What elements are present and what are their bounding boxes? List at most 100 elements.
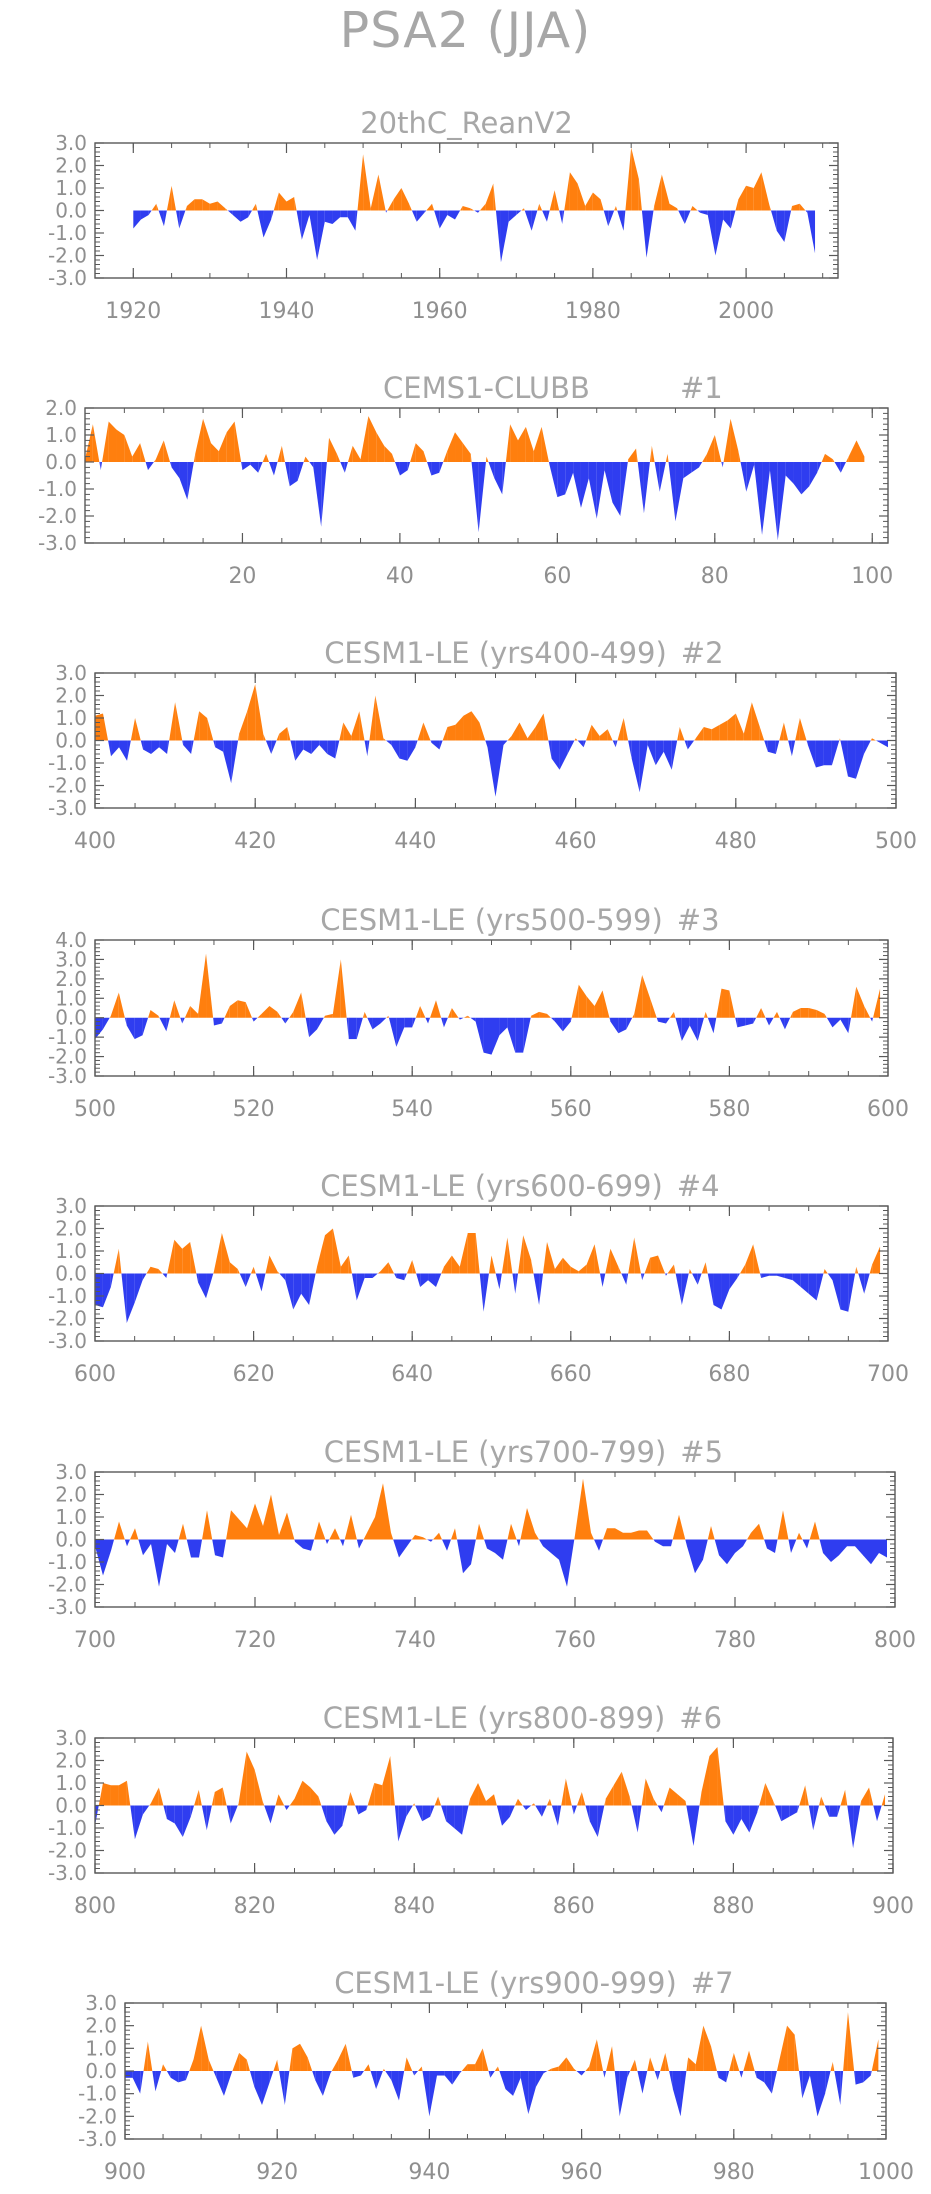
positive-area: [594, 990, 603, 1018]
x-tick-label: 20: [228, 564, 256, 589]
negative-area: [439, 210, 448, 229]
negative-area: [411, 210, 417, 222]
positive-area: [315, 1266, 318, 1274]
positive-area: [423, 451, 428, 462]
positive-area: [571, 984, 579, 1018]
positive-area: [779, 2025, 788, 2071]
negative-area: [855, 2071, 864, 2085]
positive-area: [672, 1514, 679, 1540]
negative-area: [681, 1273, 689, 1305]
positive-area: [809, 1521, 815, 1540]
positive-area: [143, 2041, 148, 2071]
negative-area: [848, 1273, 856, 1312]
positive-area: [832, 2061, 835, 2071]
negative-area: [729, 1273, 738, 1290]
figure-title: PSA2 (JJA): [339, 2, 592, 59]
negative-area: [127, 740, 131, 761]
positive-area: [615, 1528, 623, 1540]
positive-area: [716, 988, 722, 1018]
negative-area: [577, 740, 584, 748]
negative-area: [743, 1539, 747, 1547]
y-tick-label: 2.0: [55, 154, 87, 178]
y-tick-label: 3.0: [55, 661, 87, 685]
positive-area: [459, 1233, 468, 1274]
positive-area: [623, 718, 629, 741]
positive-area: [703, 2025, 711, 2071]
positive-area: [426, 203, 433, 211]
negative-area: [261, 1273, 266, 1292]
negative-area: [741, 2071, 744, 2078]
positive-area: [773, 1011, 777, 1018]
positive-area: [832, 459, 835, 462]
negative-area: [356, 1273, 365, 1301]
x-tick-label: 1960: [412, 299, 468, 324]
negative-area: [398, 1805, 407, 1842]
y-tick-label: -3.0: [38, 531, 77, 555]
negative-area: [294, 1539, 295, 1542]
negative-area: [281, 1017, 286, 1024]
positive-area: [527, 727, 536, 741]
positive-area: [651, 445, 655, 462]
panel-title: CESM1-LE (yrs700-799): [324, 1435, 667, 1469]
positive-area: [279, 727, 288, 741]
negative-area: [351, 2071, 354, 2078]
positive-area: [307, 2057, 313, 2071]
positive-area: [690, 206, 693, 211]
positive-area: [167, 1239, 175, 1274]
negative-area: [427, 462, 432, 476]
positive-area: [599, 729, 608, 741]
x-tick-label: 440: [394, 829, 436, 854]
negative-area: [216, 2071, 224, 2096]
positive-area: [186, 199, 195, 211]
positive-area: [761, 172, 770, 211]
positive-area: [462, 206, 471, 211]
positive-area: [468, 1798, 471, 1806]
negative-area: [640, 1273, 643, 1281]
negative-area: [647, 740, 656, 766]
positive-area: [102, 1783, 111, 1806]
y-tick-label: -3.0: [78, 2127, 117, 2151]
positive-area: [533, 1803, 536, 1806]
negative-area: [399, 462, 408, 476]
positive-area: [711, 724, 720, 741]
positive-area: [746, 185, 754, 211]
negative-area: [760, 1273, 762, 1278]
positive-area: [531, 1803, 534, 1806]
negative-area: [425, 1017, 429, 1024]
positive-area: [583, 1478, 591, 1540]
positive-area: [705, 1011, 708, 1018]
negative-area: [223, 2071, 232, 2096]
negative-area: [522, 1805, 526, 1810]
negative-area: [391, 740, 400, 759]
positive-area: [174, 1000, 181, 1018]
positive-area: [151, 203, 157, 211]
negative-area: [253, 1017, 258, 1022]
positive-area: [238, 733, 240, 741]
positive-area: [585, 2066, 590, 2071]
negative-area: [637, 2071, 643, 2094]
negative-area: [372, 1017, 381, 1030]
negative-area: [596, 462, 605, 519]
positive-area: [702, 453, 707, 462]
x-tick-label: 800: [874, 1628, 916, 1653]
positive-area: [185, 206, 187, 211]
negative-area: [855, 1539, 863, 1556]
positive-area: [586, 1244, 595, 1274]
y-tick-label: -2.0: [78, 2104, 117, 2128]
y-tick-label: 0.0: [55, 1528, 87, 1552]
y-tick-label: 0.0: [55, 1794, 87, 1818]
positive-area: [824, 1269, 828, 1274]
positive-area: [210, 443, 219, 462]
positive-area: [856, 440, 865, 462]
negative-area: [134, 1273, 143, 1303]
positive-area: [711, 1526, 715, 1540]
negative-area: [398, 2071, 405, 2101]
negative-area: [658, 1017, 666, 1024]
negative-area: [171, 462, 180, 479]
positive-area: [375, 1483, 383, 1540]
x-tick-label: 760: [554, 1628, 596, 1653]
positive-area: [647, 1530, 654, 1540]
negative-area: [166, 1017, 170, 1032]
negative-area: [764, 740, 768, 752]
negative-area: [439, 462, 444, 473]
